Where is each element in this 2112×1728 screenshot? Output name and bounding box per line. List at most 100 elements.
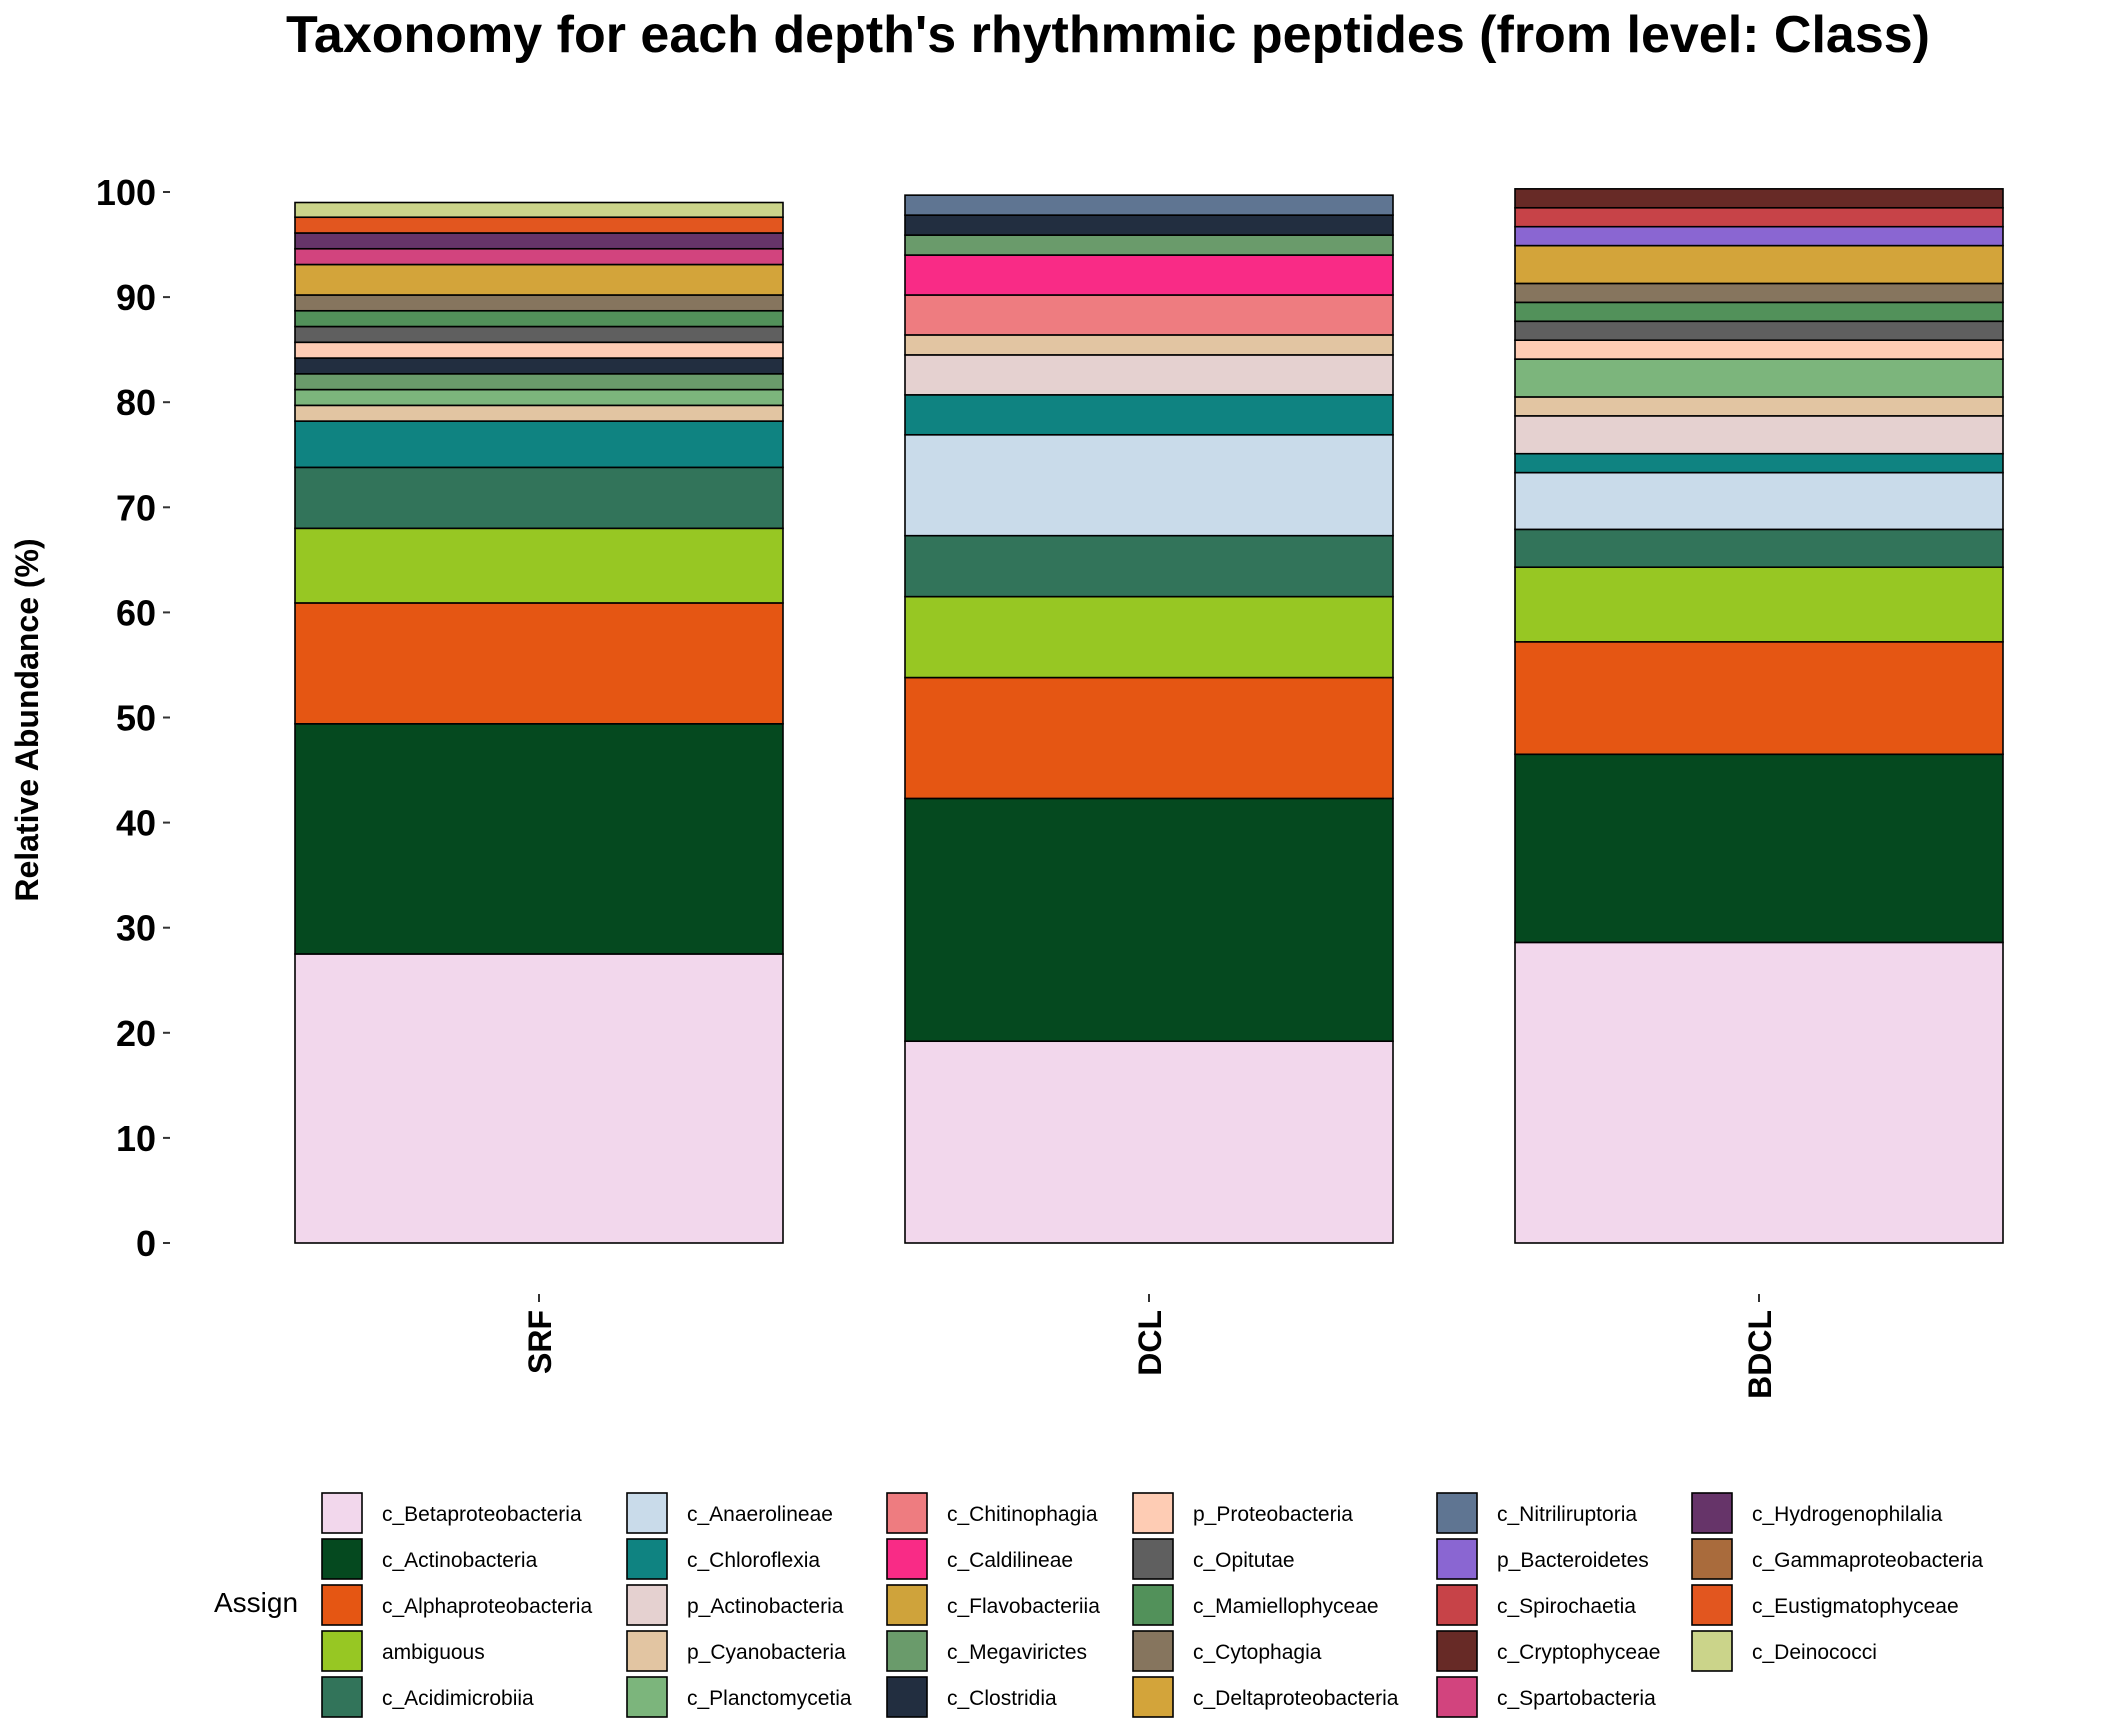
legend-swatch [626, 1538, 668, 1580]
bar-segment [904, 354, 1394, 396]
y-tick-label: 30 [116, 908, 156, 949]
bar-segment [1514, 282, 2004, 304]
bar-segment [294, 953, 784, 1244]
legend-item: c_Megavirictes [886, 1630, 1087, 1672]
legend-swatch [1132, 1676, 1174, 1718]
legend-swatch [1436, 1676, 1478, 1718]
legend-label: c_Alphaproteobacteria [382, 1595, 592, 1618]
bar-segment [904, 797, 1394, 1043]
legend-title: Assign [214, 1587, 298, 1618]
bar-segment [1514, 471, 2004, 531]
legend-item: p_Actinobacteria [626, 1584, 844, 1626]
legend-swatch [1691, 1584, 1733, 1626]
legend-label: c_Hydrogenophilalia [1752, 1503, 1943, 1526]
y-tick-label: 20 [116, 1013, 156, 1054]
bar-segment [294, 527, 784, 604]
bar-stack-bdcl [1514, 188, 2004, 1244]
legend-item: c_Actinobacteria [321, 1538, 538, 1580]
legend-label: c_Eustigmatophyceae [1752, 1595, 1959, 1618]
bar-segment [904, 676, 1394, 800]
legend-label: c_Megavirictes [947, 1641, 1087, 1664]
legend-swatch [321, 1584, 363, 1626]
legend-label: p_Actinobacteria [687, 1595, 844, 1618]
bars-group [294, 188, 2004, 1244]
legend-item: c_Deltaproteobacteria [1132, 1676, 1399, 1718]
legend-item: c_Deinococci [1691, 1630, 1877, 1672]
bar-segment [1514, 566, 2004, 643]
legend-item: ambiguous [321, 1630, 485, 1672]
bar-segment [1514, 415, 2004, 455]
legend-label: c_Opitutae [1193, 1549, 1295, 1572]
legend-swatch [886, 1538, 928, 1580]
legend-item: c_Betaproteobacteria [321, 1492, 582, 1534]
bar-segment [904, 534, 1394, 598]
legend-label: c_Deinococci [1752, 1641, 1877, 1664]
legend-swatch [1691, 1538, 1733, 1580]
legend-item: c_Acidimicrobiia [321, 1676, 534, 1718]
bar-segment [1514, 641, 2004, 756]
y-tick-label: 60 [116, 592, 156, 633]
bar-segment [294, 309, 784, 328]
legend-item: p_Cyanobacteria [626, 1630, 846, 1672]
legend-label: c_Acidimicrobiia [382, 1687, 534, 1710]
legend-swatch [321, 1492, 363, 1534]
legend-item: c_Alphaproteobacteria [321, 1584, 592, 1626]
bar-segment [294, 232, 784, 250]
legend-item: c_Hydrogenophilalia [1691, 1492, 1943, 1534]
legend-item: p_Proteobacteria [1132, 1492, 1353, 1534]
legend-item: c_Caldilineae [886, 1538, 1073, 1580]
bar-segment [904, 1040, 1394, 1244]
legend-label: c_Planctomycetia [687, 1687, 852, 1710]
bar-segment [294, 404, 784, 422]
x-axis: SRF DCL BDCL [522, 1294, 1778, 1399]
legend-label: c_Flavobacteriia [947, 1595, 1100, 1618]
legend-swatch [886, 1676, 928, 1718]
legend-swatch [1691, 1630, 1733, 1672]
y-tick-label: 80 [116, 382, 156, 423]
legend-label: c_Chloroflexia [687, 1549, 820, 1572]
bar-segment [1514, 320, 2004, 341]
legend-label: p_Proteobacteria [1193, 1503, 1353, 1526]
bar-segment [904, 194, 1394, 216]
legend-swatch [1691, 1492, 1733, 1534]
legend-swatch [1436, 1538, 1478, 1580]
legend-swatch [1132, 1584, 1174, 1626]
y-tick-label: 0 [136, 1223, 156, 1264]
legend-item: c_Spirochaetia [1436, 1584, 1636, 1626]
bar-segment [904, 294, 1394, 336]
legend-swatch [626, 1584, 668, 1626]
y-tick-label: 50 [116, 698, 156, 739]
legend-swatch [1436, 1630, 1478, 1672]
legend-item: c_Mamiellophyceae [1132, 1584, 1379, 1626]
bar-segment [294, 201, 784, 219]
legend-label: c_Spirochaetia [1497, 1595, 1636, 1618]
bar-segment [1514, 225, 2004, 247]
bar-segment [904, 394, 1394, 436]
bar-segment [1514, 396, 2004, 417]
legend-label: p_Cyanobacteria [687, 1641, 846, 1664]
legend-label: c_Nitriliruptoria [1497, 1503, 1637, 1526]
y-tick-label: 100 [96, 172, 156, 213]
legend-item: c_Clostridia [886, 1676, 1057, 1718]
legend-item: c_Eustigmatophyceae [1691, 1584, 1959, 1626]
x-tick-label: DCL [1132, 1310, 1168, 1376]
bar-segment [1514, 358, 2004, 398]
legend-label: c_Clostridia [947, 1687, 1057, 1710]
legend-label: c_Chitinophagia [947, 1503, 1098, 1526]
legend-label: ambiguous [382, 1641, 485, 1664]
legend-swatch [626, 1630, 668, 1672]
legend-item: c_Chloroflexia [626, 1538, 820, 1580]
legend-label: c_Caldilineae [947, 1549, 1073, 1572]
bar-stack-srf [294, 201, 784, 1244]
legend-swatch [1132, 1630, 1174, 1672]
legend-item: p_Bacteroidetes [1436, 1538, 1649, 1580]
legend-label: c_Anaerolineae [687, 1503, 833, 1526]
bar-segment [294, 216, 784, 234]
bar-segment [1514, 753, 2004, 944]
legend-label: c_Betaproteobacteria [382, 1503, 582, 1526]
y-tick-label: 10 [116, 1118, 156, 1159]
legend-swatch [321, 1538, 363, 1580]
bar-segment [294, 466, 784, 530]
legend-label: c_Deltaproteobacteria [1193, 1687, 1399, 1710]
